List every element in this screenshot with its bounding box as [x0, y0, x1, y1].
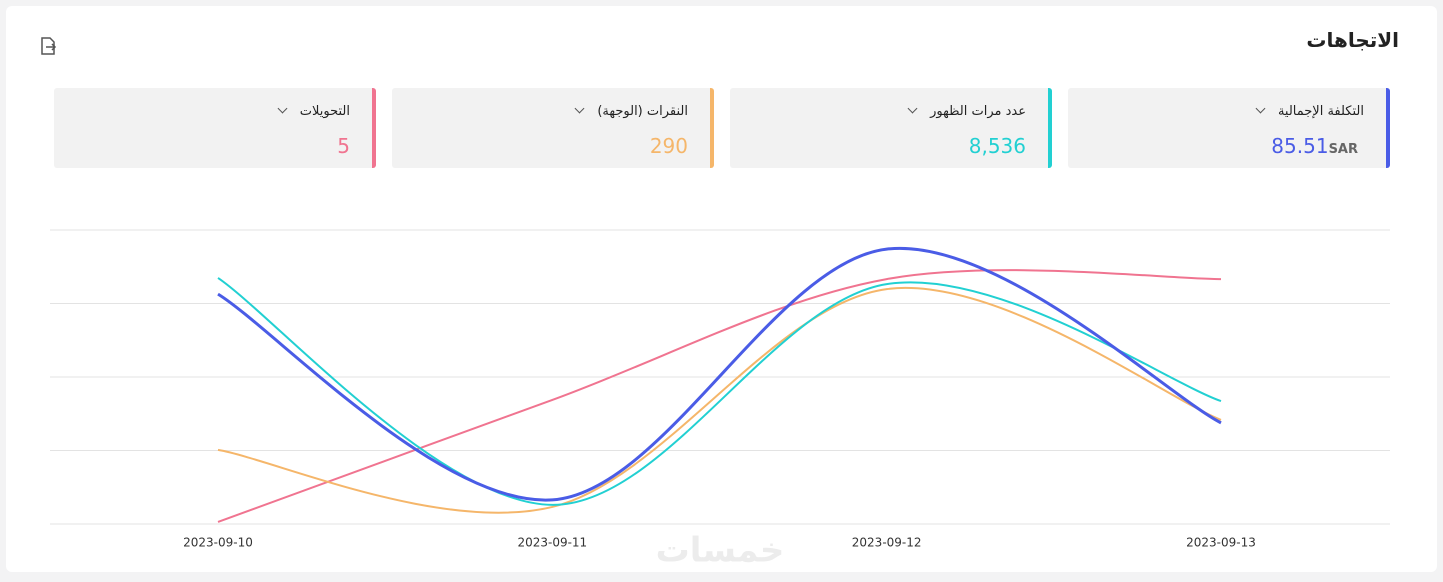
- export-icon[interactable]: [38, 36, 98, 96]
- metric-title: عدد مرات الظهور: [909, 104, 1026, 119]
- metric-value: 5: [337, 134, 350, 158]
- metric-value: 85.51SAR: [1271, 134, 1364, 158]
- series-line: [217, 286, 1222, 514]
- metric-card[interactable]: النقرات (الوجهة) 290: [392, 88, 714, 168]
- x-tick-label: 2023-09-12: [852, 536, 922, 550]
- metric-title: التكلفة الإجمالية: [1257, 104, 1364, 119]
- x-tick-label: 2023-09-11: [517, 536, 587, 550]
- metric-number: 290: [649, 134, 688, 158]
- x-tick-label: 2023-09-10: [183, 536, 253, 550]
- metric-card[interactable]: عدد مرات الظهور 8,536: [730, 88, 1052, 168]
- metric-unit: SAR: [1328, 142, 1358, 157]
- metric-number: 5: [337, 134, 350, 158]
- series-line: [217, 269, 1222, 523]
- series-line: [217, 246, 1222, 502]
- page-title: الاتجاهات: [1306, 28, 1399, 52]
- metric-number: 8,536: [968, 134, 1026, 158]
- x-tick-label: 2023-09-13: [1186, 536, 1256, 550]
- metric-card[interactable]: التكلفة الإجمالية 85.51SAR: [1068, 88, 1390, 168]
- metric-card[interactable]: التحويلات 5: [54, 88, 376, 168]
- metric-title: التحويلات: [279, 104, 350, 119]
- watermark: خمسات: [656, 531, 785, 571]
- metric-title: النقرات (الوجهة): [576, 104, 688, 119]
- metric-value: 8,536: [969, 134, 1026, 158]
- metric-number: 85.51: [1271, 134, 1329, 158]
- series-line: [217, 277, 1222, 506]
- metric-value: 290: [650, 134, 688, 158]
